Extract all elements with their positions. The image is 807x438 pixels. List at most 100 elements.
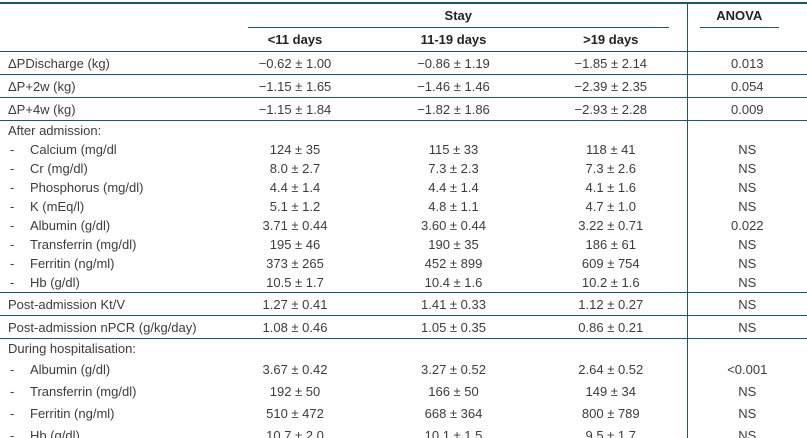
row-label: Post-admission Kt/V [0, 292, 218, 316]
anova-cell: 0.054 [686, 74, 807, 98]
table-row: - Hb (g/dl) 10.7 ± 2.0 10.1 ± 1.5 9.5 ± 1… [0, 424, 807, 438]
value-cell: 373 ± 265 [266, 256, 324, 271]
value-cell: 5.1 ± 1.2 [269, 199, 321, 214]
value-cell: 4.7 ± 1.0 [585, 199, 637, 214]
value-cell: 1.27 ± 0.41 [218, 292, 372, 316]
value-cell: 10.5 ± 1.7 [218, 273, 372, 293]
column-header-11-19days: 11-19 days [372, 28, 535, 52]
section-row: After admission: [0, 120, 807, 140]
row-label: Post-admission nPCR (g/kg/day) [0, 315, 218, 339]
value-cell: −0.62 ± 1.00 [218, 51, 372, 75]
table-row: - Ferritin (ng/ml) 373 ± 265 452 ± 899 60… [0, 254, 807, 273]
table-row: - Albumin (g/dl) 3.71 ± 0.44 3.60 ± 0.44 … [0, 216, 807, 235]
value-cell: 10.2 ± 1.6 [535, 273, 688, 293]
bullet-dash: - [10, 161, 15, 176]
empty-header-cell [0, 3, 218, 28]
anova-cell: NS [686, 159, 807, 178]
anova-cell: NS [686, 178, 807, 197]
anova-cell: NS [686, 273, 807, 293]
bullet-dash: - [10, 142, 15, 157]
value-cell: 149 ± 34 [585, 383, 637, 399]
value-cell: 10.1 ± 1.5 [424, 427, 483, 438]
value-cell: 195 ± 46 [269, 237, 321, 252]
table-row: ΔP+2w (kg) −1.15 ± 1.65 −1.46 ± 1.46 −2.… [0, 74, 807, 98]
anova-cell [686, 338, 807, 358]
bullet-dash: - [10, 256, 15, 271]
value-cell: 609 ± 754 [581, 256, 640, 271]
column-group-stay: Stay [218, 3, 687, 28]
anova-cell: NS [686, 197, 807, 216]
row-label: ΔP+2w (kg) [0, 74, 218, 98]
row-label: - Transferrin (mg/dl) [10, 383, 137, 399]
value-cell: 0.86 ± 0.21 [535, 315, 688, 339]
value-cell: 3.60 ± 0.44 [421, 218, 486, 233]
anova-cell: NS [686, 140, 807, 159]
bullet-dash: - [10, 405, 15, 421]
value-cell: 2.64 ± 0.52 [578, 361, 644, 377]
value-cell: 186 ± 61 [585, 237, 637, 252]
value-cell: 510 ± 472 [266, 405, 324, 421]
value-cell: −1.82 ± 1.86 [372, 97, 535, 121]
value-cell: 4.8 ± 1.1 [428, 199, 479, 214]
table-row: - Ferritin (ng/ml) 510 ± 472 668 ± 364 80… [0, 402, 807, 424]
anova-cell: NS [686, 402, 807, 424]
value-cell: 8.0 ± 2.7 [269, 161, 321, 176]
table-row: Post-admission nPCR (g/kg/day) 1.08 ± 0.… [0, 315, 807, 339]
bullet-dash: - [10, 275, 15, 290]
row-label: - Albumin (g/dl) [10, 361, 111, 377]
bullet-dash: - [10, 383, 15, 399]
section-label: During hospitalisation: [8, 341, 136, 356]
value-cell: 452 ± 899 [424, 256, 483, 271]
bullet-dash: - [10, 361, 15, 377]
anova-cell: NS [686, 380, 807, 402]
section-row: During hospitalisation: [0, 338, 807, 358]
column-header-row: <11 days 11-19 days >19 days [0, 28, 807, 52]
anova-cell [686, 120, 807, 140]
value-cell: 10.4 ± 1.6 [372, 273, 535, 293]
stay-group-label: Stay [248, 8, 669, 28]
value-cell: 3.22 ± 0.71 [578, 218, 644, 233]
table-row: ΔP+4w (kg) −1.15 ± 1.84 −1.82 ± 1.86 −2.… [0, 97, 807, 121]
table-row: - Transferrin (mg/dl) 192 ± 50 166 ± 50 1… [0, 380, 807, 402]
value-cell: 10.7 ± 2.0 [266, 427, 324, 438]
row-label: - Ferritin (ng/ml) [10, 256, 115, 271]
anova-cell: NS [686, 254, 807, 273]
value-cell: 1.41 ± 0.33 [372, 292, 535, 316]
value-cell: 118 ± 41 [585, 142, 636, 157]
anova-cell: <0.001 [686, 358, 807, 380]
value-cell: −1.85 ± 2.14 [535, 51, 688, 75]
table-row: - Transferrin (mg/dl) 195 ± 46 190 ± 35 1… [0, 235, 807, 254]
value-cell: 1.12 ± 0.27 [535, 292, 688, 316]
row-label: - Hb (g/dl) [0, 424, 218, 438]
anova-cell: NS [686, 235, 807, 254]
value-cell: 3.27 ± 0.52 [421, 361, 486, 377]
value-cell: 4.1 ± 1.6 [585, 180, 637, 195]
value-cell: 124 ± 35 [269, 142, 321, 157]
value-cell: 190 ± 35 [428, 237, 479, 252]
table-row: - Phosphorus (mg/dl) 4.4 ± 1.4 4.4 ± 1.4 … [0, 178, 807, 197]
value-cell: 192 ± 50 [269, 383, 321, 399]
row-label: - Phosphorus (mg/dl) [10, 180, 144, 195]
value-cell: 7.3 ± 2.6 [585, 161, 637, 176]
value-cell: 668 ± 364 [424, 405, 483, 421]
bullet-dash: - [10, 427, 15, 438]
bullet-dash: - [10, 218, 15, 233]
table-row: Post-admission Kt/V 1.27 ± 0.41 1.41 ± 0… [0, 292, 807, 316]
row-label: - Hb (g/dl) [0, 273, 218, 293]
value-cell: 4.4 ± 1.4 [269, 180, 321, 195]
anova-cell: NS [686, 315, 807, 339]
value-cell: 115 ± 33 [428, 142, 479, 157]
row-label: - Calcium (mg/dl [10, 142, 117, 157]
value-cell: 7.3 ± 2.3 [428, 161, 479, 176]
value-cell: 3.71 ± 0.44 [262, 218, 328, 233]
bullet-dash: - [10, 199, 15, 214]
value-cell: 4.4 ± 1.4 [428, 180, 479, 195]
table-row: - Hb (g/dl) 10.5 ± 1.7 10.4 ± 1.6 10.2 ± … [0, 273, 807, 293]
table-row: ΔPDischarge (kg) −0.62 ± 1.00 −0.86 ± 1.… [0, 51, 807, 75]
row-label: - Albumin (g/dl) [10, 218, 111, 233]
anova-cell: 0.009 [686, 97, 807, 121]
value-cell: −1.15 ± 1.65 [218, 74, 372, 98]
table-row: - Albumin (g/dl) 3.67 ± 0.42 3.27 ± 0.52 … [0, 358, 807, 380]
value-cell: 166 ± 50 [428, 383, 479, 399]
